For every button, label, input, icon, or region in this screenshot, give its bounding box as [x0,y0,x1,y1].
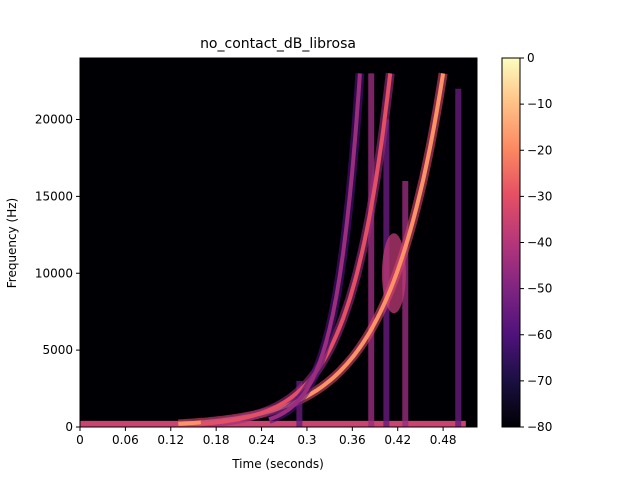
x-tick-label: 0.18 [203,433,230,447]
x-tick-label: 0.48 [430,433,457,447]
y-tick-label: 5000 [42,343,73,357]
plot-frame [79,57,478,428]
x-axis: 0 0.06 0.12 0.18 0.24 0.3 0.36 0.42 0.48 [76,427,456,447]
low-frequency-band [80,420,466,427]
colorbar-tick-label: −70 [527,374,552,388]
colorbar-tick-label: −60 [527,328,552,342]
vertical-streak [368,73,375,427]
x-tick-label: 0 [76,433,84,447]
plot-area [79,57,478,428]
colorbar-gradient [501,57,521,428]
chirp-curve [268,73,362,422]
spectrogram-marks [80,72,466,427]
y-tick-label: 0 [65,420,73,434]
vertical-streak [455,88,462,427]
x-tick-label: 0.3 [297,433,316,447]
y-tick-label: 10000 [35,266,73,280]
colorbar-tick-label: −40 [527,236,552,250]
colorbar-tick-label: −30 [527,189,552,203]
colorbar-tick-label: −20 [527,143,552,157]
y-tick-label: 15000 [35,189,73,203]
y-tick-label: 20000 [35,113,73,127]
vertical-streak [402,181,409,427]
colorbar-tick-label: −50 [527,282,552,296]
y-axis: 0 5000 10000 15000 20000 [35,113,80,434]
colorbar-ticks: 0 −10 −20 −30 −40 −50 −60 −70 −80 [520,51,552,434]
colorbar-tick-label: 0 [527,51,535,65]
x-tick-label: 0.36 [339,433,366,447]
x-tick-label: 0.06 [112,433,139,447]
x-axis-label: Time (seconds) [231,457,324,471]
y-axis-label: Frequency (Hz) [5,198,19,289]
chirp-curve [200,73,393,426]
x-tick-label: 0.24 [248,433,275,447]
colorbar: 0 −10 −20 −30 −40 −50 −60 −70 −80 [501,51,552,434]
x-tick-label: 0.12 [157,433,184,447]
chart-title: no_contact_dB_librosa [200,36,356,52]
x-tick-label: 0.42 [384,433,411,447]
colorbar-tick-label: −10 [527,97,552,111]
colorbar-tick-label: −80 [527,420,552,434]
plot-background [80,58,477,427]
